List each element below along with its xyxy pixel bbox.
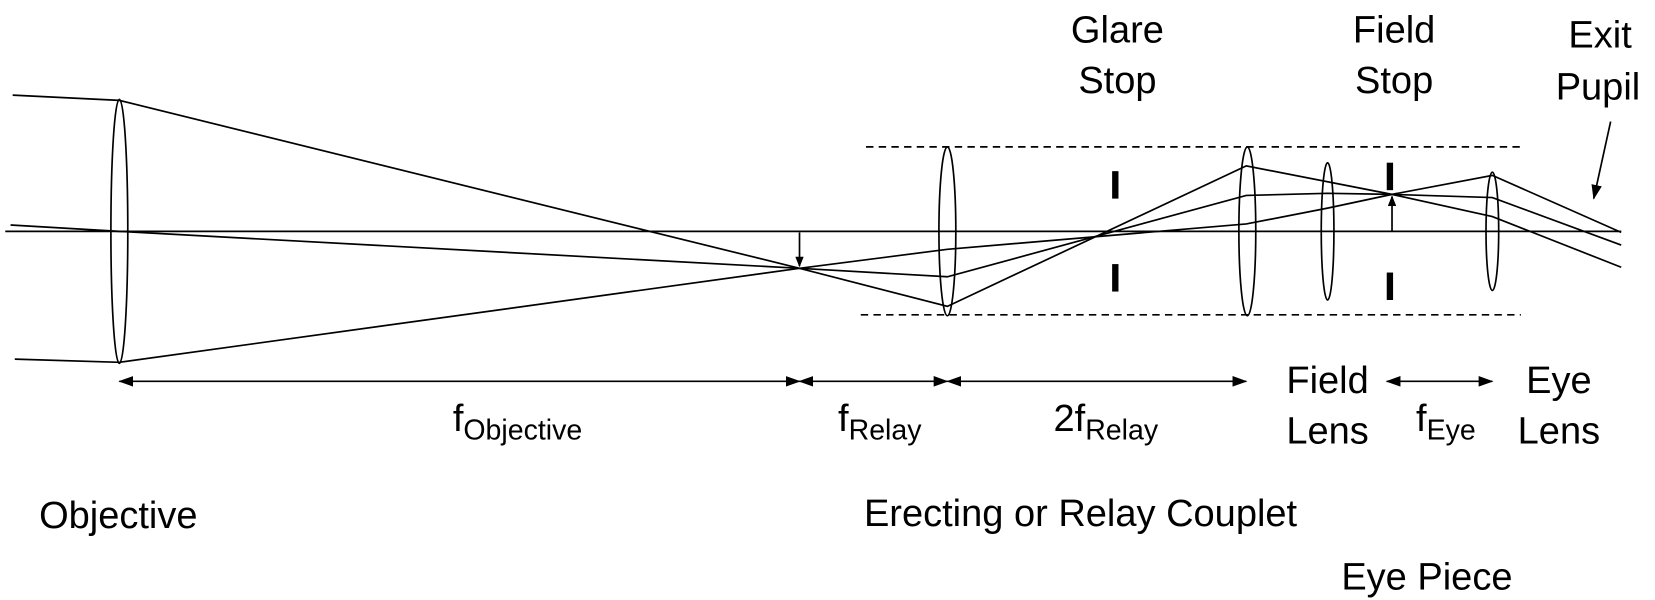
field-stop	[1386, 162, 1394, 191]
ray	[14, 174, 1622, 364]
label-main: f	[453, 398, 464, 440]
optics	[5, 94, 1622, 387]
field-stop	[1386, 272, 1394, 300]
label: Glare	[1071, 9, 1164, 51]
label-sub: Objective	[463, 414, 582, 446]
dimension-label: fEye	[1416, 398, 1476, 446]
label: Stop	[1078, 60, 1156, 102]
label: Lens	[1286, 411, 1368, 453]
field-lens	[1320, 161, 1335, 301]
label: Lens	[1518, 411, 1600, 453]
dimension-label: fObjective	[453, 398, 582, 446]
label-main: 2f	[1054, 398, 1086, 440]
group-labels: Objective Erecting or Relay Couplet Eye …	[39, 493, 1512, 598]
eye-lens	[1485, 171, 1500, 292]
dimension-label: fRelay	[838, 398, 922, 446]
label: Pupil	[1556, 66, 1641, 108]
exit-pupil-arrow	[1591, 121, 1612, 200]
label-sub: Eye	[1427, 414, 1476, 446]
group-label: Objective	[39, 495, 197, 537]
ray	[12, 94, 1622, 308]
group-label: Erecting or Relay Couplet	[864, 493, 1298, 535]
label: Field	[1353, 9, 1435, 51]
ray	[10, 192, 1622, 278]
glare-stop	[1112, 264, 1119, 292]
label: Stop	[1355, 60, 1433, 102]
label-sub: Relay	[1085, 414, 1159, 446]
label-main: f	[1416, 398, 1427, 440]
label-sub: Relay	[849, 414, 923, 446]
dimension-label: 2fRelay	[1054, 398, 1159, 446]
label-main: f	[838, 398, 849, 440]
labels: Glare Stop Field Stop Exit Pupil Field L…	[453, 9, 1640, 452]
label: Exit	[1568, 15, 1632, 57]
label: Field	[1286, 360, 1368, 402]
label: Eye	[1526, 360, 1592, 402]
group-label: Eye Piece	[1341, 556, 1512, 598]
glare-stop	[1112, 171, 1119, 199]
